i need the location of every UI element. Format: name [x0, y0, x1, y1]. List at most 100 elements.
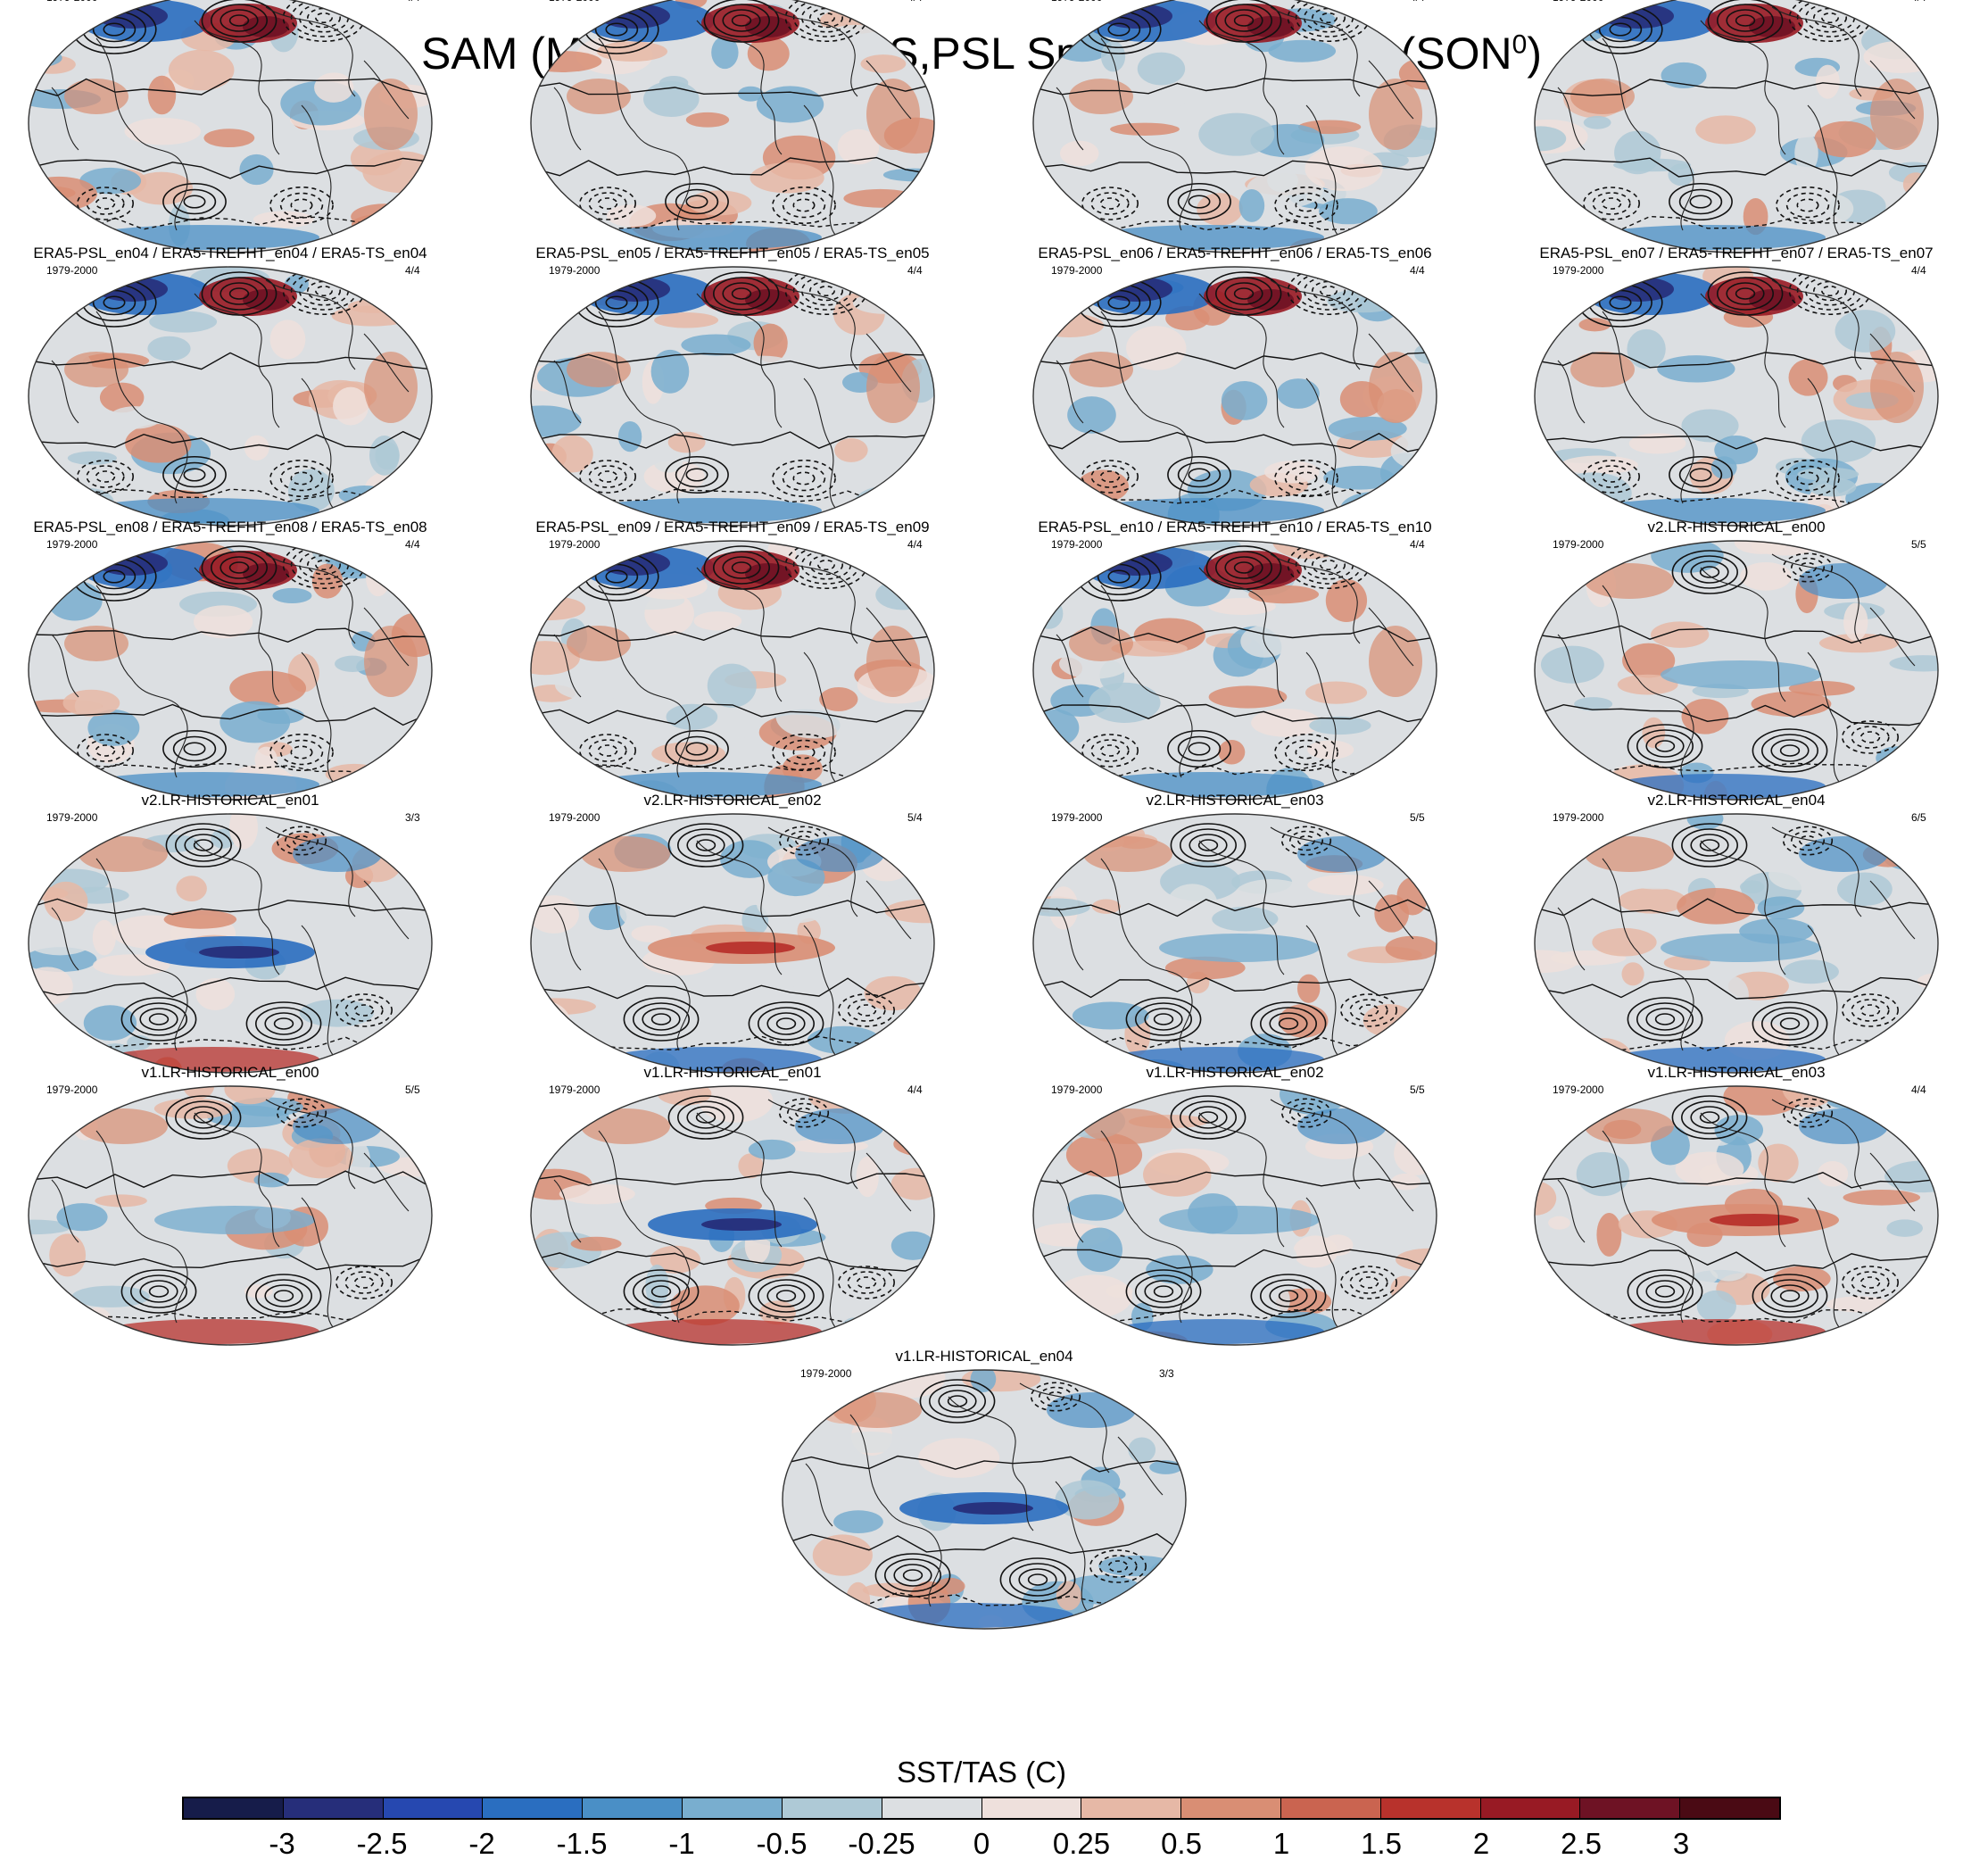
anomaly-patch [253, 1172, 289, 1188]
coastline [553, 907, 582, 971]
psl-contour [786, 1102, 821, 1124]
coastline [1557, 907, 1586, 971]
anomaly-patch [31, 272, 94, 311]
coastline [1602, 585, 1694, 778]
psl-contour [1260, 1279, 1318, 1313]
coastline [51, 1179, 79, 1243]
psl-contour [29, 898, 432, 916]
psl-contour [1681, 828, 1739, 862]
psl-contour [1601, 470, 1622, 483]
anomaly-patch [29, 1101, 82, 1120]
anomaly-patch [1696, 1290, 1736, 1323]
coastline [301, 378, 334, 509]
anomaly-patch [1369, 352, 1422, 423]
anomaly-patch [729, 355, 798, 382]
psl-contour [1535, 352, 1938, 369]
psl-contour [1583, 187, 1641, 220]
panel-title: v2.LR-HISTORICAL_en01 [141, 792, 319, 809]
panel-count: 5/5 [405, 1083, 420, 1096]
panel-count: 5/4 [907, 811, 923, 824]
colorbar-swatch [1181, 1798, 1281, 1818]
psl-contour [290, 471, 313, 486]
coastline [1270, 826, 1361, 917]
anomaly-patch [194, 605, 253, 639]
map-border [1534, 1085, 1939, 1346]
anomaly-patch [807, 1025, 881, 1055]
psl-contour [1776, 186, 1840, 225]
coastline [803, 378, 836, 509]
psl-contour [686, 834, 725, 857]
psl-contour [632, 1274, 690, 1308]
psl-contour [1320, 285, 1338, 297]
psl-contour [1081, 460, 1139, 494]
anomaly-patch [87, 710, 140, 746]
psl-contour [1609, 295, 1632, 310]
colorbar-swatch [882, 1798, 982, 1818]
panel-period: 1979-2000 [549, 811, 600, 824]
anomaly-patch [29, 1282, 64, 1307]
anomaly-patch [699, 1086, 774, 1123]
coastline [1368, 333, 1414, 393]
coastline [265, 279, 356, 370]
psl-contour [1274, 459, 1338, 498]
anomaly-patch [1814, 120, 1876, 158]
anomaly-patch [681, 334, 751, 356]
coastline [194, 840, 280, 975]
anomaly-patch [1870, 79, 1924, 150]
psl-contour [1761, 734, 1819, 768]
anomaly-patch [351, 203, 419, 230]
panel-title: v2.LR-HISTORICAL_en02 [643, 792, 821, 809]
psl-contour [808, 280, 843, 302]
anomaly-patch [1083, 1108, 1172, 1144]
psl-contour [103, 22, 126, 37]
psl-contour [817, 285, 835, 297]
panel-title: v1.LR-HISTORICAL_en03 [1647, 1064, 1825, 1081]
anomaly-patch [860, 54, 907, 73]
coastline [866, 607, 912, 667]
psl-contour [1099, 744, 1121, 757]
panel-period: 1979-2000 [1051, 811, 1103, 824]
psl-contour [1233, 14, 1255, 27]
anomaly-patch [1872, 775, 1938, 800]
coastline [948, 1396, 1034, 1532]
psl-contour [795, 834, 813, 847]
psl-contour [650, 1013, 672, 1025]
coastline [1700, 20, 1786, 155]
anomaly-patch [1208, 685, 1288, 709]
psl-contour [1188, 195, 1211, 209]
psl-contour [254, 1279, 312, 1313]
coastline [51, 634, 79, 698]
psl-contour [772, 459, 836, 498]
psl-contour [731, 14, 752, 27]
colorbar-tick-label: -1 [668, 1827, 695, 1860]
coastline [866, 333, 912, 393]
psl-contour [1690, 1106, 1729, 1129]
map-panel: ERA5-PSL_en02 / ERA5-TREFHT_en02 / ERA5-… [1032, 0, 1437, 253]
anomaly-patch [228, 814, 259, 850]
coastline [598, 311, 691, 504]
coastline [1771, 6, 1862, 97]
anomaly-patch [1234, 879, 1309, 910]
colorbar-swatch [782, 1798, 882, 1818]
map-border [530, 266, 935, 527]
anomaly-patch [1073, 1308, 1100, 1345]
anomaly-patch [326, 49, 390, 64]
psl-contour [315, 285, 333, 297]
map-panel: v2.LR-HISTORICAL_en00 1979-2000 5/5 [1534, 519, 1939, 801]
psl-contour [605, 22, 628, 37]
psl-contour [712, 277, 770, 311]
map-panel: ERA5-PSL_en06 / ERA5-TREFHT_en06 / ERA5-… [1032, 245, 1437, 527]
anomaly-patch [243, 16, 289, 37]
panel-count: 4/4 [405, 0, 420, 4]
psl-contour [1799, 834, 1817, 847]
anomaly-patch [1863, 40, 1938, 74]
anomaly-patch [795, 1108, 884, 1144]
coastline [1869, 60, 1916, 120]
coastline [1305, 652, 1338, 783]
anomaly-patch [953, 1502, 1033, 1515]
psl-contour [786, 830, 821, 851]
coastline [598, 585, 691, 778]
anomaly-patch [1751, 691, 1832, 717]
anomaly-patch [1277, 378, 1320, 409]
psl-contour [1699, 566, 1720, 578]
